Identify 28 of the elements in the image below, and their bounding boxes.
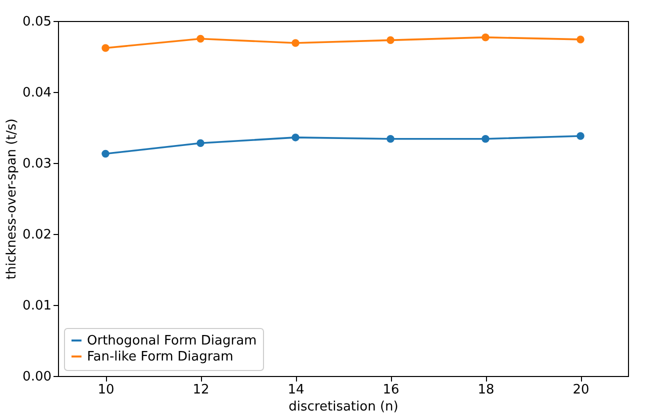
x-tick-label: 16 (382, 382, 400, 398)
y-tick-label: 0.01 (22, 298, 52, 314)
x-tick-label: 10 (98, 382, 114, 398)
x-tick-label: 18 (478, 382, 494, 398)
point (576, 36, 584, 44)
y-axis-title: thickness-over-span (t/s) (4, 118, 20, 280)
point (482, 134, 490, 143)
x-axis-title: discretisation (n) (288, 400, 398, 414)
x-tick-label: 14 (288, 382, 304, 398)
point (386, 36, 394, 44)
y-tick-label: 0.05 (22, 14, 52, 30)
point (102, 44, 110, 52)
y-tick-label: 0.02 (22, 228, 52, 242)
legend-label: Orthogonal Form Diagram (87, 334, 257, 348)
y-tick-label: 0.04 (22, 86, 52, 100)
legend-label: Fan-like Form Diagram (87, 350, 234, 364)
point (386, 134, 394, 143)
y-tick-label: 0.00 (22, 370, 52, 384)
x-tick-label: 12 (192, 382, 210, 398)
point (292, 134, 300, 142)
y-tick-label: 0.03 (22, 156, 52, 172)
point (196, 34, 204, 43)
point (576, 132, 584, 140)
point (196, 139, 204, 147)
point (482, 33, 490, 42)
x-tick-label: 20 (572, 382, 590, 398)
point (102, 150, 110, 158)
point (292, 39, 300, 47)
